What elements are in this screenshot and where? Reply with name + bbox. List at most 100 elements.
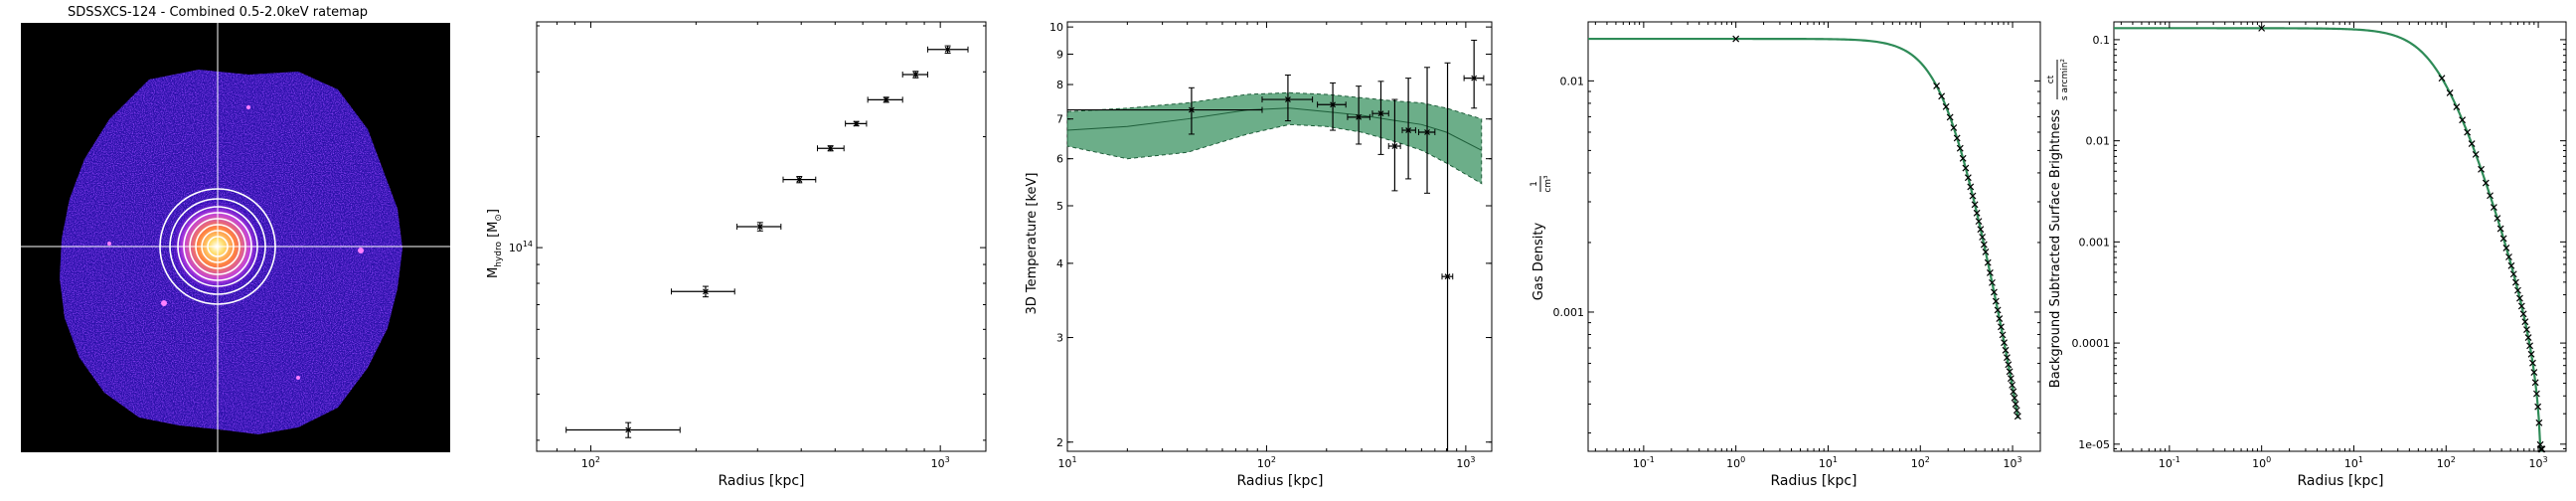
data-point <box>565 421 681 438</box>
y-tick-label: 5 <box>1056 200 1063 213</box>
data-point <box>867 96 903 103</box>
data-point <box>901 71 928 79</box>
x-marker <box>853 120 860 127</box>
x-tick-label: 102 <box>2437 455 2456 470</box>
temperature-model-band <box>1066 91 1483 185</box>
data-point <box>1933 83 1941 89</box>
data-point <box>1991 288 1998 296</box>
data-point <box>2258 24 2266 32</box>
data-point <box>2494 215 2501 223</box>
surface-brightness-data-points <box>2258 24 2546 453</box>
ratemap-panel: SDSSXCS-124 - Combined 0.5-2.0keV ratema… <box>21 5 450 452</box>
data-point <box>2007 375 2014 383</box>
data-point <box>2438 75 2446 83</box>
svg-text:Background Subtracted Surface: Background Subtracted Surface Brightness <box>2048 109 2063 389</box>
x-tick-label: 10-1 <box>2159 455 2180 470</box>
data-point <box>2529 359 2536 367</box>
data-point <box>2526 342 2533 350</box>
data-point <box>2004 354 2011 362</box>
data-point <box>2527 350 2535 358</box>
data-point <box>1417 67 1436 194</box>
data-point <box>2472 150 2480 158</box>
x-marker <box>1356 113 1363 120</box>
data-point <box>1969 192 1977 200</box>
svg-text:ct: ct <box>2046 75 2056 84</box>
density-data-points <box>1732 35 2021 420</box>
y-tick-label: 3 <box>1056 332 1063 345</box>
data-point <box>2012 401 2019 409</box>
data-point <box>1964 174 1972 182</box>
data-point <box>1347 85 1370 145</box>
data-point <box>2499 235 2507 243</box>
data-point <box>926 45 969 55</box>
y-tick-label: 4 <box>1056 257 1063 270</box>
ratemap-title: SDSSXCS-124 - Combined 0.5-2.0keV ratema… <box>68 5 368 20</box>
x-marker <box>1285 96 1291 102</box>
data-point <box>2521 318 2529 326</box>
point-source <box>296 376 300 380</box>
x-marker <box>1471 75 1478 82</box>
y-tick-label: 0.01 <box>2086 135 2111 148</box>
data-point <box>2507 261 2515 269</box>
data-point <box>1992 297 2000 305</box>
mass-axes-frame <box>536 21 987 452</box>
y-tick-label: 6 <box>1056 153 1063 166</box>
data-point <box>1973 209 1981 217</box>
x-tick-label: 101 <box>1057 455 1076 470</box>
data-point <box>2490 204 2497 211</box>
y-tick-label: 0.001 <box>1553 306 1585 319</box>
model-curve <box>1588 37 2019 418</box>
point-source <box>246 105 250 109</box>
surface-brightness-axes-frame <box>2113 21 2567 452</box>
data-point <box>1984 258 1992 266</box>
data-point <box>1732 35 1740 43</box>
data-point <box>2534 403 2542 411</box>
mass-ticks: 102 103 1014 <box>509 22 986 470</box>
data-point <box>736 222 782 232</box>
data-point <box>2524 334 2532 342</box>
surface-brightness-y-axis-label: Background Subtracted Surface Brightness… <box>2046 59 2070 389</box>
density-axes-frame <box>1587 21 2041 452</box>
x-marker <box>703 288 709 295</box>
y-tick-label: 9 <box>1056 48 1063 61</box>
density-model-line <box>1588 37 2019 418</box>
surface-brightness-model-line <box>2114 27 2543 452</box>
y-tick-label: 0.01 <box>1560 75 1585 87</box>
data-point <box>2005 361 2012 369</box>
model-confidence-band <box>1066 91 1483 185</box>
data-point <box>2009 381 2016 389</box>
x-marker <box>1444 273 1451 280</box>
data-point <box>1967 183 1975 191</box>
point-source <box>107 242 111 246</box>
data-point <box>1986 269 1994 276</box>
data-point <box>2514 286 2521 294</box>
data-point <box>2482 179 2490 187</box>
data-point <box>2523 326 2530 334</box>
mass-data-points <box>565 45 969 438</box>
data-point <box>2505 253 2512 260</box>
data-point <box>1371 81 1389 155</box>
data-point <box>1950 124 1958 131</box>
x-marker <box>1424 129 1430 135</box>
density-ticks: 10-1 100 101 102 103 0.01 0.001 <box>1553 22 2040 470</box>
data-point <box>1975 218 1983 226</box>
x-marker <box>1391 143 1398 149</box>
x-marker <box>883 96 889 103</box>
model-median-line <box>1066 107 1482 151</box>
data-point <box>2478 165 2485 173</box>
x-marker <box>912 72 919 78</box>
data-point <box>2464 128 2472 136</box>
density-y-axis-label: Gas Density 1 cm³ <box>1530 175 1553 300</box>
svg-text:Gas Density: Gas Density <box>1531 223 1546 301</box>
x-marker <box>625 426 632 433</box>
data-point <box>1463 39 1485 109</box>
y-tick-label: 0.001 <box>2079 236 2111 249</box>
data-point <box>1994 306 2002 314</box>
density-x-axis-label: Radius [kpc] <box>1770 473 1856 489</box>
x-tick-label: 103 <box>2004 455 2022 470</box>
data-point <box>1980 241 1988 249</box>
svg-text:s arcmin²: s arcmin² <box>2060 59 2070 100</box>
data-point <box>2446 89 2454 96</box>
x-tick-label: 102 <box>581 455 600 470</box>
